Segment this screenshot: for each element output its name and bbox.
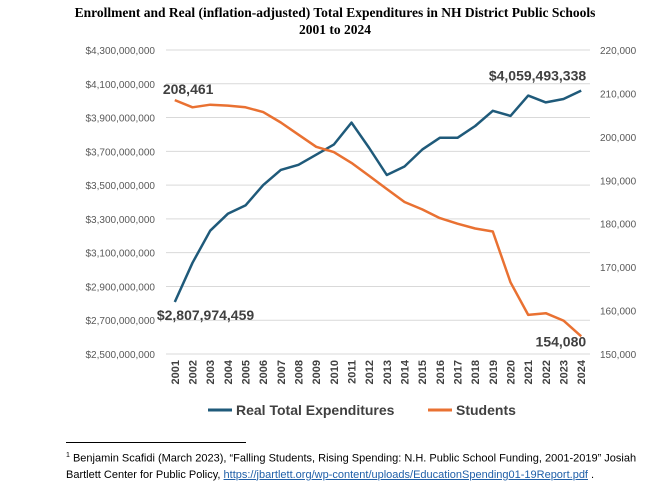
left-tick-label: $4,100,000,000 bbox=[85, 80, 155, 91]
x-tick-label: 2023 bbox=[559, 360, 571, 384]
annotations: $2,807,974,459 $4,059,493,338 208,461 154,0… bbox=[157, 68, 587, 350]
right-axis-ticks: 150,000 160,000 170,000 180,000 190,000 200,0… bbox=[600, 46, 637, 361]
footnote-text: Benjamin Scafidi (March 2023), “Falling … bbox=[66, 452, 637, 481]
series-lines bbox=[173, 89, 583, 338]
right-tick-label: 150,000 bbox=[600, 350, 637, 361]
x-tick-label: 2013 bbox=[382, 360, 394, 384]
x-tick-label: 2009 bbox=[311, 360, 323, 384]
x-tick-label: 2001 bbox=[170, 360, 182, 384]
chart-title-block: Enrollment and Real (inflation-adjusted)… bbox=[0, 4, 670, 38]
x-tick-label: 2011 bbox=[347, 360, 359, 384]
right-tick-label: 180,000 bbox=[600, 220, 637, 231]
footnote-link[interactable]: https://jbartlett.org/wp-content/uploads… bbox=[223, 468, 588, 481]
x-tick-label: 2015 bbox=[417, 360, 429, 384]
right-tick-label: 200,000 bbox=[600, 133, 637, 144]
students-start-label: 208,461 bbox=[163, 81, 214, 97]
students-line bbox=[174, 98, 583, 338]
x-tick-label: 2016 bbox=[435, 360, 447, 384]
left-tick-label: $2,500,000,000 bbox=[85, 350, 155, 361]
students-end-label: 154,080 bbox=[536, 333, 587, 349]
x-tick-label: 2004 bbox=[223, 359, 235, 384]
legend-label: Real Total Expenditures bbox=[236, 402, 395, 418]
x-tick-label: 2012 bbox=[364, 360, 376, 384]
legend-label: Students bbox=[456, 402, 516, 418]
chart-title: Enrollment and Real (inflation-adjusted)… bbox=[74, 5, 596, 20]
right-tick-label: 210,000 bbox=[600, 89, 637, 100]
left-axis-ticks: $2,500,000,000 $2,700,000,000 $2,900,000,0… bbox=[85, 46, 155, 361]
left-tick-label: $2,900,000,000 bbox=[85, 282, 155, 293]
expenditures-line bbox=[173, 89, 582, 303]
x-tick-label: 2022 bbox=[541, 360, 553, 384]
x-tick-label: 2005 bbox=[241, 360, 253, 384]
left-tick-label: $3,300,000,000 bbox=[85, 215, 155, 226]
left-tick-label: $4,300,000,000 bbox=[85, 46, 155, 57]
left-tick-label: $3,700,000,000 bbox=[85, 147, 155, 158]
right-tick-label: 220,000 bbox=[600, 46, 637, 57]
x-tick-label: 2014 bbox=[400, 359, 412, 384]
expenditures-start-label: $2,807,974,459 bbox=[157, 307, 255, 323]
x-tick-label: 2017 bbox=[453, 360, 465, 384]
gridlines bbox=[166, 49, 590, 355]
x-tick-label: 2002 bbox=[188, 360, 200, 384]
x-tick-label: 2010 bbox=[329, 360, 341, 384]
chart-subtitle: 2001 to 2024 bbox=[299, 22, 371, 37]
x-tick-label: 2008 bbox=[294, 360, 306, 384]
x-tick-label: 2024 bbox=[576, 359, 588, 384]
legend: Real Total Expenditures Students bbox=[208, 402, 516, 418]
footnote-divider bbox=[66, 442, 246, 443]
x-axis-ticks: 2001 2002 2003 2004 2005 2006 2007 2008 2009 2010… bbox=[170, 359, 588, 384]
chart: $2,500,000,000 $2,700,000,000 $2,900,000,0… bbox=[85, 46, 637, 418]
x-tick-label: 2006 bbox=[258, 360, 270, 384]
footnote-number: 1 bbox=[66, 452, 70, 459]
right-tick-label: 190,000 bbox=[600, 176, 637, 187]
x-tick-label: 2020 bbox=[506, 360, 518, 384]
footnote-tail: . bbox=[588, 468, 595, 481]
x-tick-label: 2018 bbox=[470, 360, 482, 384]
footnote: 1 Benjamin Scafidi (March 2023), “Fallin… bbox=[66, 448, 666, 483]
left-tick-label: $3,100,000,000 bbox=[85, 249, 155, 260]
left-tick-label: $3,900,000,000 bbox=[85, 114, 155, 125]
x-tick-label: 2019 bbox=[488, 360, 500, 384]
right-tick-label: 170,000 bbox=[600, 263, 637, 274]
x-tick-label: 2007 bbox=[276, 360, 288, 384]
left-tick-label: $2,700,000,000 bbox=[85, 316, 155, 327]
expenditures-end-label: $4,059,493,338 bbox=[489, 68, 587, 84]
right-tick-label: 160,000 bbox=[600, 307, 637, 318]
left-tick-label: $3,500,000,000 bbox=[85, 181, 155, 192]
x-tick-label: 2021 bbox=[523, 360, 535, 384]
x-tick-label: 2003 bbox=[205, 360, 217, 384]
